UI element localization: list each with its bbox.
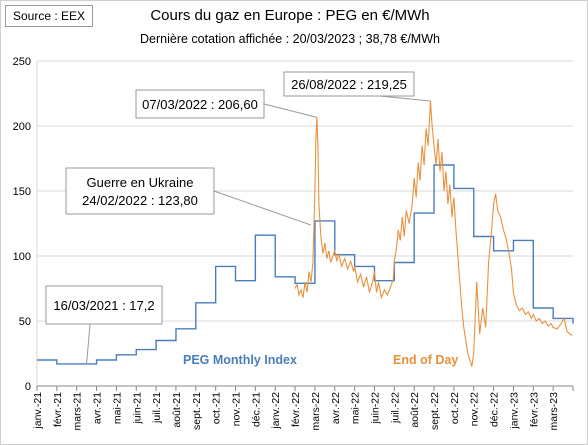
x-tick-label-18: juil.-22: [389, 392, 401, 424]
source-label: Source : EEX: [5, 5, 93, 27]
x-tick-label-3: avr.-21: [92, 392, 104, 424]
x-tick-label-14: mars-22: [310, 392, 322, 431]
callout-text-1: Guerre en Ukraine: [87, 175, 194, 190]
callout-text-0: 16/03/2021 : 17,2: [53, 298, 154, 313]
x-tick-label-11: déc.-21: [250, 392, 262, 427]
y-tick-label-200: 200: [13, 121, 31, 133]
x-tick-label-23: déc.-22: [489, 392, 501, 427]
callout-text2-1: 24/02/2022 : 123,80: [82, 193, 198, 208]
series-end-of-day: [294, 100, 573, 367]
chart-title: Cours du gaz en Europe : PEG en €/MWh: [150, 7, 430, 24]
annotations: 16/03/2021 : 17,2 Guerre en Ukraine 24/02/…: [45, 71, 431, 364]
x-tick-label-7: août-21: [171, 392, 183, 428]
series-label-monthly: PEG Monthly Index: [183, 353, 297, 367]
x-tick-label-8: sept.-21: [191, 392, 203, 430]
x-tick-label-15: avr.-22: [330, 392, 342, 424]
callout-box-0: [45, 285, 163, 325]
x-tick-label-13: févr.-22: [290, 392, 302, 427]
callout-box-3: [283, 71, 415, 97]
callout-box-2: [135, 89, 265, 119]
x-tick-label-24: janv.-23: [508, 392, 520, 430]
callout-box-1: [65, 167, 215, 215]
x-tick-label-21: oct.-22: [449, 392, 461, 424]
x-tick-label-0: janv.-21: [32, 392, 44, 430]
x-tick-label-16: mai-22: [350, 392, 362, 424]
series-line-monthly: [37, 164, 574, 365]
x-tick-label-4: mai-21: [111, 392, 123, 424]
x-tick-label-6: juil.-21: [151, 392, 163, 424]
callout-leader-2: [263, 103, 318, 118]
callout-text-3: 26/08/2022 : 219,25: [291, 77, 407, 92]
x-tick-label-19: août-22: [409, 392, 421, 428]
series-peg-monthly-index: [37, 164, 574, 365]
x-tick-label-20: sept.-22: [429, 392, 441, 430]
x-tick-label-22: nov.-22: [469, 392, 481, 426]
y-axis-ticks: 0 50 100 150 200 250: [13, 56, 31, 393]
y-tick-label-50: 50: [19, 316, 31, 328]
x-tick-label-26: mars-23: [548, 392, 560, 431]
x-tick-label-1: févr.-21: [52, 392, 64, 427]
x-tick-label-9: oct.-21: [211, 392, 223, 424]
x-tick-label-5: juin-21: [131, 392, 143, 425]
y-tick-label-0: 0: [25, 381, 31, 393]
series-line-eod: [294, 100, 573, 367]
x-tick-label-25: févr.-23: [528, 392, 540, 427]
x-tick-label-12: janv.-22: [270, 392, 282, 430]
x-tick-label-17: juin-22: [369, 392, 381, 425]
callout-leader-3: [379, 95, 431, 102]
y-tick-label-100: 100: [13, 251, 31, 263]
x-tick-label-2: mars-21: [72, 392, 84, 431]
x-tick-label-10: nov.-21: [231, 392, 243, 426]
x-axis: janv.-21 févr.-21 mars-21 avr.-21 mai-21 juin…: [32, 385, 574, 431]
chart-subtitle: Dernière cotation affichée : 20/03/2023 …: [140, 32, 440, 46]
callout-text-2: 07/03/2022 : 206,60: [142, 97, 258, 112]
series-label-eod: End of Day: [393, 353, 458, 367]
callout-leader-1: [213, 190, 312, 226]
y-tick-label-150: 150: [13, 186, 31, 198]
y-tick-label-250: 250: [13, 56, 31, 68]
callout-leader-0: [86, 323, 91, 364]
